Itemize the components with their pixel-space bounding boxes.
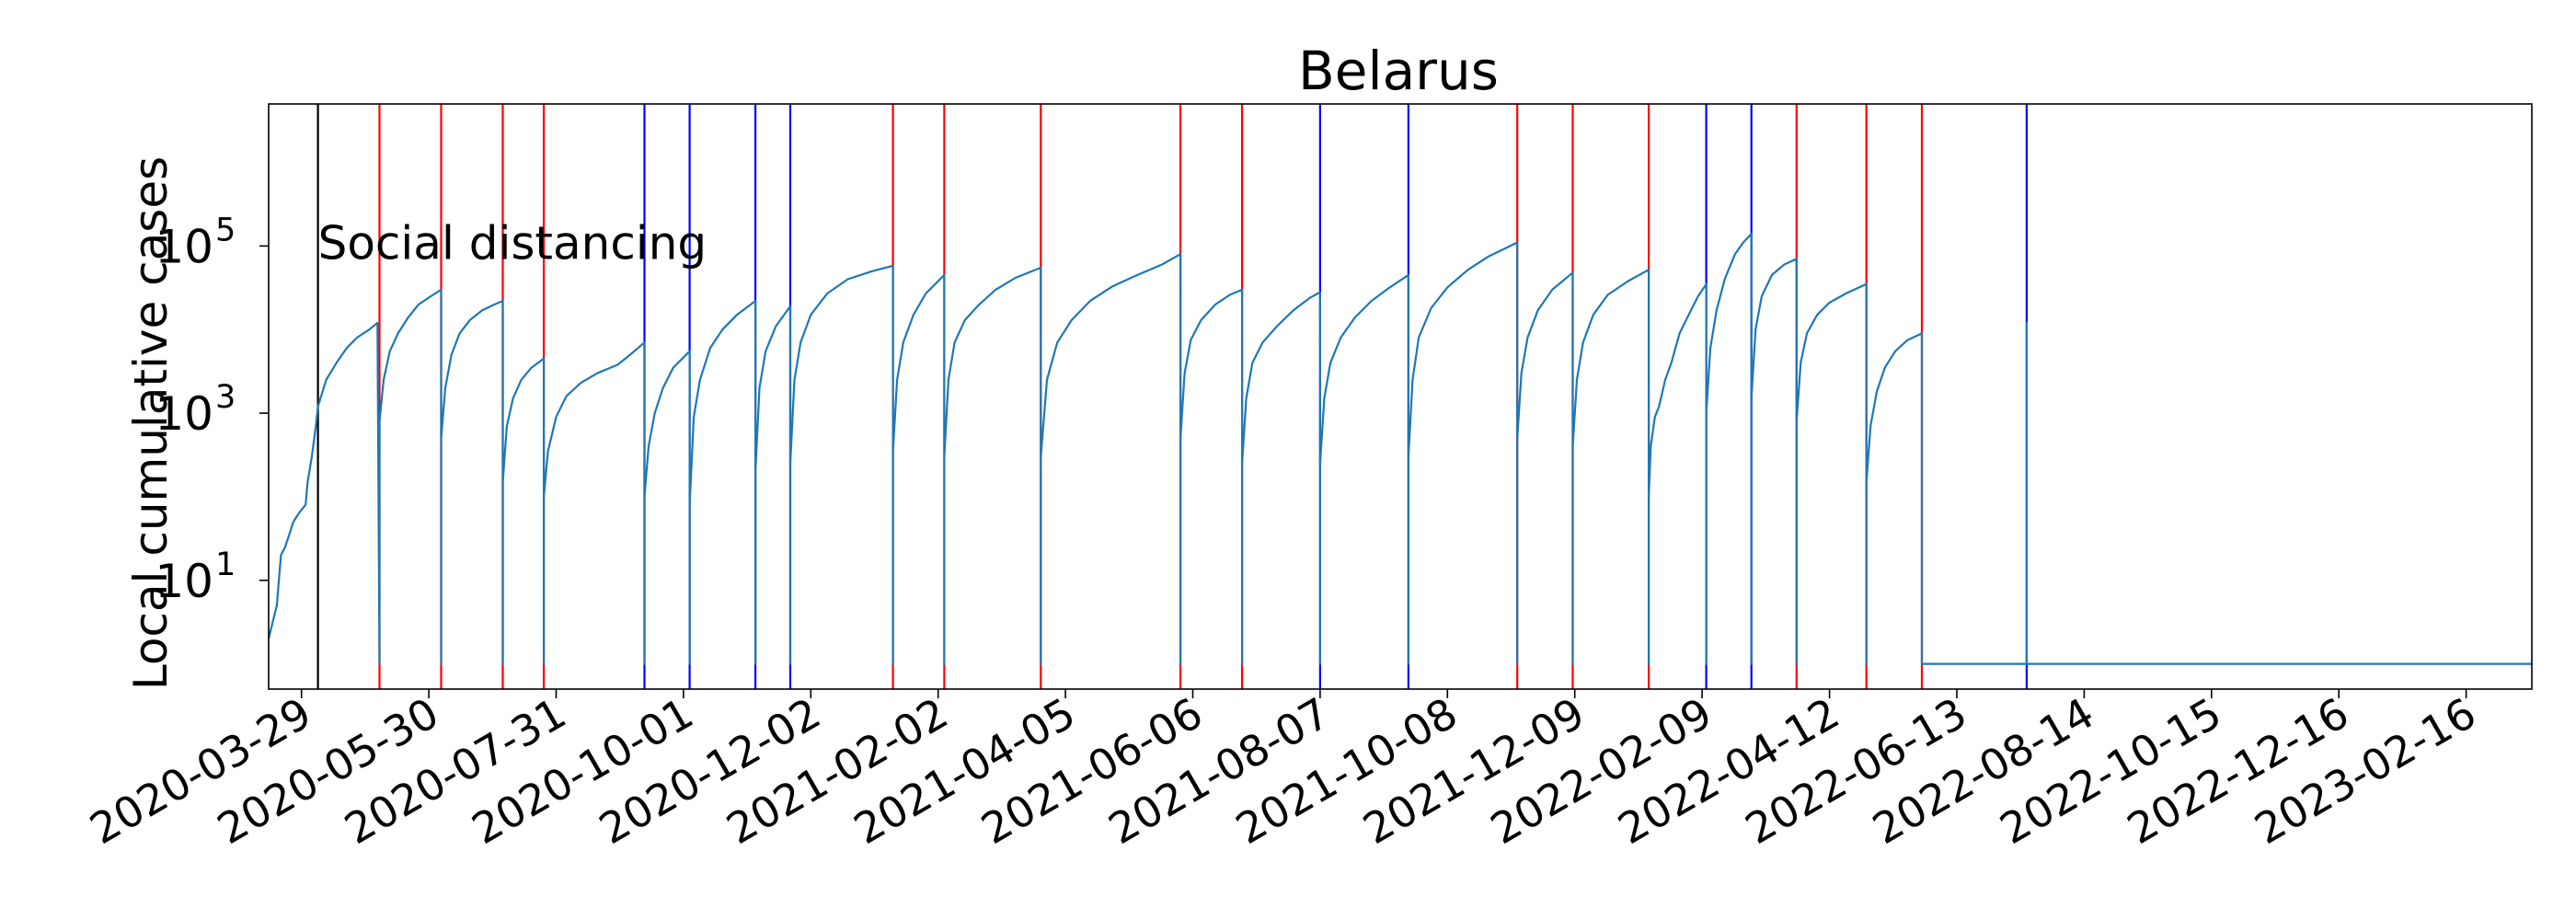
plot-frame [268,103,2533,690]
series-layer [267,233,2532,665]
y-axis-label: Local cumulative cases [124,156,178,690]
y-tick-label-0: 10 [155,555,213,608]
y-tick-exponent-0: 1 [215,546,236,583]
chart-title: Belarus [1298,40,1499,102]
annotation-0: Social distancing [318,216,707,270]
x-axis: 2020-03-292020-05-302020-07-312020-10-01… [82,688,2484,854]
annotations: Social distancing [318,216,707,270]
y-tick-label-2: 10 [155,220,213,273]
y-tick-exponent-2: 5 [215,212,236,248]
y-tick-label-1: 10 [155,387,213,441]
y-tick-exponent-1: 3 [215,379,236,416]
series-line-0 [267,233,2532,665]
vertical-lines [316,104,2028,689]
